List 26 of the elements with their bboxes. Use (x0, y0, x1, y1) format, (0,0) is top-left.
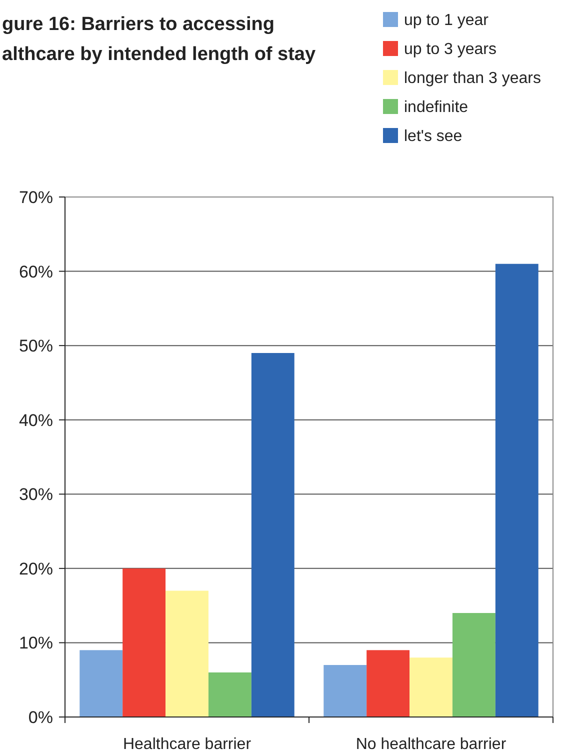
bar (452, 613, 496, 717)
bar (80, 650, 123, 717)
legend-label: indefinite (404, 99, 468, 116)
legend-label: up to 1 year (404, 12, 490, 29)
legend-label: let's see (404, 128, 462, 145)
y-tick-label: 60% (18, 262, 53, 282)
bar (251, 353, 294, 717)
chart-title: gure 16: Barriers to accessing althcare by intended length of stay (2, 14, 316, 65)
bar (495, 264, 538, 717)
legend-label: up to 3 years (404, 41, 496, 58)
y-tick-label: 10% (18, 634, 53, 653)
bar (208, 672, 252, 717)
y-tick-label: 50% (18, 336, 53, 356)
y-tick-label: 30% (18, 485, 53, 504)
bar (122, 568, 166, 717)
y-tick-label: 70% (18, 188, 53, 207)
x-tick-label: No healthcare barrier (356, 736, 507, 753)
bar (166, 590, 208, 717)
bar (410, 658, 452, 717)
y-tick-label: 40% (18, 410, 53, 430)
y-tick-label: 20% (18, 559, 53, 578)
legend-label: longer than 3 years (404, 70, 541, 87)
x-tick-label: Healthcare barrier (122, 736, 252, 753)
bar (324, 665, 367, 717)
y-tick-label: 0% (28, 708, 53, 727)
bar (366, 650, 410, 717)
